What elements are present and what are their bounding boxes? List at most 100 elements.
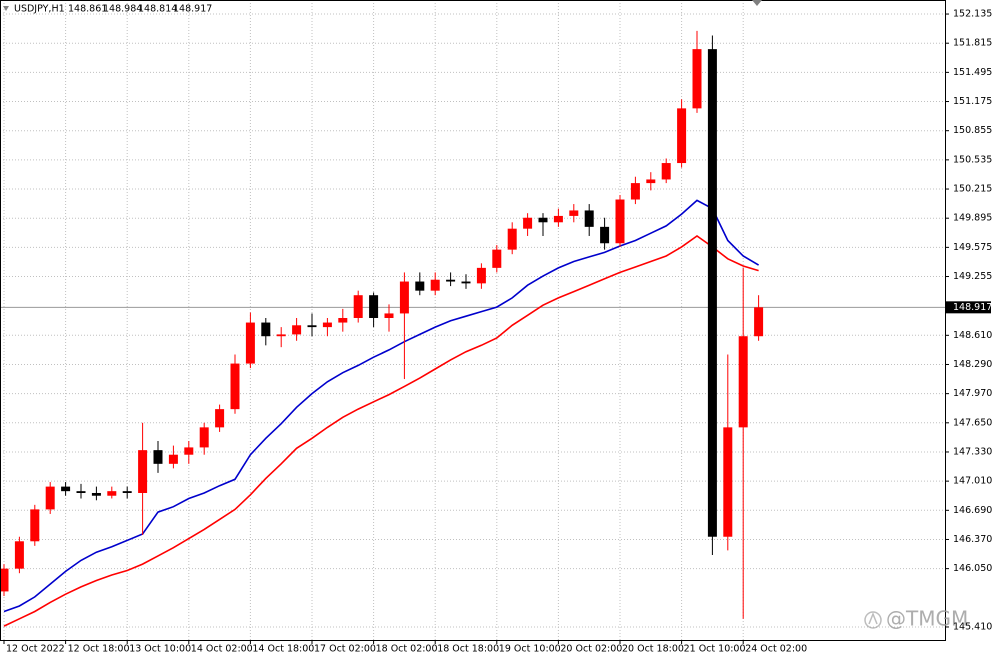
- last-price-label: 148.917: [953, 302, 992, 313]
- x-tick-label: 19 Oct 10:00: [499, 644, 561, 655]
- moving-average-line: [3, 199, 760, 613]
- symbol: USDJPY,H1: [14, 4, 65, 15]
- candle-body: [76, 491, 86, 493]
- candle-body: [630, 183, 640, 200]
- candle-body: [138, 450, 148, 493]
- candle-body: [230, 363, 240, 410]
- candle-body: [507, 228, 517, 250]
- candle-body: [661, 163, 671, 180]
- candle-body: [584, 210, 594, 227]
- candle-body: [0, 568, 9, 592]
- x-tick-label: 20 Oct 02:00: [560, 644, 622, 655]
- candle-body: [30, 509, 40, 542]
- x-tick-label: 17 Oct 02:00: [314, 644, 376, 655]
- x-tick-label: 18 Oct 18:00: [437, 644, 499, 655]
- candle-body: [553, 215, 563, 223]
- y-tick-label: 147.650: [953, 417, 992, 428]
- y-tick-label: 152.135: [953, 9, 992, 20]
- grid: [0, 0, 945, 640]
- candle-body: [91, 492, 101, 496]
- y-tick-label: 147.970: [953, 388, 992, 399]
- y-tick-label: 147.010: [953, 476, 992, 487]
- candle-body: [476, 267, 486, 284]
- candle-body: [738, 336, 748, 428]
- x-tick-label: 20 Oct 18:00: [622, 644, 684, 655]
- candle-body: [677, 108, 687, 164]
- quote-open: 148.861: [68, 4, 107, 15]
- candle-body: [353, 295, 363, 318]
- candle-body: [384, 313, 394, 318]
- x-tick-label: 13 Oct 10:00: [129, 644, 191, 655]
- symbol-marker: [3, 6, 9, 11]
- y-tick-label: 145.410: [953, 621, 992, 632]
- y-tick-label: 149.895: [953, 213, 992, 224]
- candle-body: [307, 325, 317, 328]
- shift-marker: [752, 0, 762, 6]
- quote-close: 148.917: [173, 4, 212, 15]
- candle-body: [245, 322, 255, 364]
- candle-body: [107, 491, 117, 496]
- y-tick-label: 150.855: [953, 125, 992, 136]
- candle-body: [199, 427, 209, 448]
- candle-body: [276, 334, 286, 337]
- moving-averages: [3, 199, 760, 627]
- y-tick-label: 150.215: [953, 184, 992, 195]
- candle-body: [430, 279, 440, 291]
- candle-body: [292, 325, 302, 335]
- moving-average-line: [3, 235, 759, 627]
- quote-high: 148.984: [103, 4, 142, 15]
- candle-body: [538, 217, 548, 223]
- candle-body: [322, 322, 332, 328]
- last-price-box: [946, 301, 991, 314]
- x-tick-label: 12 Oct 18:00: [68, 644, 130, 655]
- candle-body: [168, 454, 178, 464]
- candle-body: [600, 226, 610, 244]
- y-tick-label: 146.690: [953, 505, 992, 516]
- y-tick-label: 146.370: [953, 534, 992, 545]
- candle-body: [723, 427, 733, 537]
- x-tick-label: 18 Oct 02:00: [376, 644, 438, 655]
- y-tick-label: 147.330: [953, 446, 992, 457]
- candle-body: [492, 249, 502, 268]
- candle-body: [646, 179, 656, 184]
- x-tick-label: 21 Oct 10:00: [684, 644, 746, 655]
- candle-body: [615, 199, 625, 244]
- candle-body: [122, 491, 132, 493]
- candle-body: [692, 49, 702, 109]
- candle-body: [184, 447, 194, 455]
- y-tick-label: 148.290: [953, 359, 992, 370]
- candle-body: [754, 307, 764, 337]
- candle-body: [61, 486, 71, 492]
- watermark: @TMGM: [886, 607, 968, 631]
- candle-body: [569, 210, 579, 216]
- x-tick-label: 24 Oct 02:00: [745, 644, 807, 655]
- y-tick-label: 149.575: [953, 242, 992, 253]
- y-tick-label: 151.175: [953, 96, 992, 107]
- candle-body: [399, 281, 409, 314]
- candle-body: [415, 281, 425, 291]
- y-tick-label: 150.535: [953, 154, 992, 165]
- y-tick-label: 149.255: [953, 271, 992, 282]
- y-tick-label: 151.495: [953, 67, 992, 78]
- candle-body: [369, 295, 379, 318]
- candle-body: [153, 450, 163, 464]
- candle-body: [461, 281, 471, 284]
- x-tick-label: 12 Oct 2022: [6, 644, 65, 655]
- x-tick-label: 14 Oct 18:00: [252, 644, 314, 655]
- candle-body: [707, 49, 717, 537]
- candle-body: [45, 486, 55, 510]
- candles: [0, 30, 764, 619]
- quote-low: 148.814: [138, 4, 177, 15]
- watermark-icon: [864, 611, 882, 629]
- candle-body: [14, 541, 24, 569]
- candle-body: [338, 317, 348, 323]
- plot-frame: [0, 0, 946, 641]
- candle-body: [261, 322, 271, 337]
- candle-body: [215, 409, 225, 428]
- x-tick-label: 14 Oct 02:00: [191, 644, 253, 655]
- y-tick-label: 151.815: [953, 38, 992, 49]
- candle-body: [446, 279, 456, 282]
- candle-body: [523, 217, 533, 229]
